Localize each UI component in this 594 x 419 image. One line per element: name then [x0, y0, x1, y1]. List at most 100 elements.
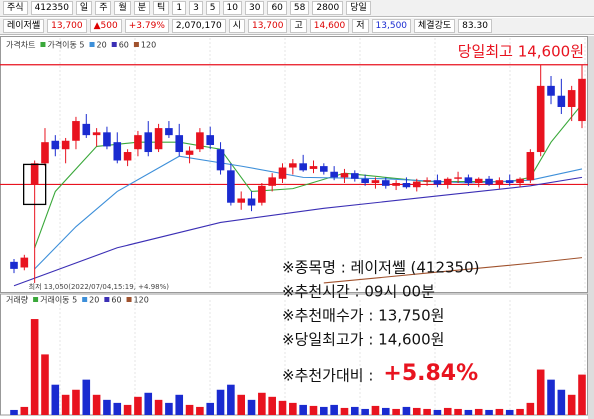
info-line: ※당일최고가 : 14,600원 — [282, 331, 444, 349]
candle-body — [299, 163, 307, 171]
volume-bar — [309, 405, 318, 415]
volume-bar — [578, 374, 586, 415]
volume-bar — [320, 406, 328, 415]
toolbar-field: 2,070,170 — [171, 19, 226, 33]
volume-bar — [82, 379, 91, 415]
volume-bar — [165, 402, 173, 415]
toolbar-field[interactable]: 월 — [114, 1, 131, 15]
toolbar-field[interactable]: 1 — [172, 1, 187, 15]
candle-body — [258, 185, 266, 203]
info-line: ※추천시간 : 09시 00분 — [282, 283, 435, 301]
volume-bar — [51, 384, 60, 415]
toolbar-field[interactable]: 주 — [95, 1, 112, 15]
candle-body — [237, 198, 245, 203]
toolbar-field[interactable]: 30 — [244, 1, 265, 15]
toolbar-field[interactable]: 60 — [267, 1, 287, 15]
candle-body — [495, 180, 504, 185]
volume-bar — [381, 407, 390, 415]
volume-bar — [567, 394, 576, 415]
volume-bar — [216, 389, 225, 415]
volume-bar — [402, 406, 411, 415]
toolbar-field[interactable]: 주식 — [3, 1, 28, 15]
volume-bar — [278, 400, 287, 415]
legend-swatch — [133, 42, 139, 47]
quote-row: 레이저쎌 13,700 ▲500 +3.79% 2,070,170 시 13,700 고 14,… — [0, 18, 594, 35]
volume-bar — [536, 369, 545, 415]
legend-label: 60 — [119, 41, 129, 50]
volume-bar — [454, 408, 462, 415]
volume-bar — [474, 408, 483, 415]
volume-bar — [41, 354, 49, 415]
candle-body — [516, 178, 524, 184]
info-line: ※추천매수가 : 13,750원 — [282, 307, 444, 325]
volume-bar — [113, 402, 122, 415]
toolbar-field[interactable]: 틱 — [153, 1, 170, 15]
scrollbar — [588, 36, 594, 419]
candle-body — [123, 152, 132, 161]
candle-body — [216, 149, 225, 171]
candle-body — [371, 180, 380, 184]
volume-bar — [495, 408, 504, 415]
legend-label: 20 — [89, 296, 99, 305]
candle-body — [536, 85, 545, 153]
candle-body — [485, 178, 493, 185]
candle-body — [134, 135, 142, 150]
toolbar-field[interactable]: 분 — [133, 1, 151, 15]
volume-bar — [351, 406, 359, 415]
toolbar-field: 13,500 — [371, 19, 412, 33]
volume-bar — [423, 408, 431, 415]
legend-label: 가격차트 — [6, 40, 35, 50]
volume-bar — [547, 379, 555, 415]
volume-bar — [485, 409, 493, 415]
volume-bar — [10, 409, 18, 415]
price-panel — [0, 36, 588, 293]
volume-bar — [433, 409, 442, 415]
volume-bar — [412, 407, 421, 415]
candle-body — [578, 78, 586, 122]
toolbar-field[interactable]: 당일 — [346, 1, 371, 15]
candle-body — [154, 128, 163, 150]
volume-bar — [144, 392, 153, 415]
toolbar-field[interactable]: 58 — [289, 1, 310, 15]
info-line: ※종목명 : 레이저쎌 (412350) — [282, 259, 480, 277]
low-annotation: 최저 13,050(2022/07/04,15:19, +4.98%) — [29, 282, 170, 291]
toolbar-field[interactable]: 2800 — [312, 1, 344, 15]
legend-label: 거래이동 5 — [40, 295, 77, 305]
candle-body — [268, 177, 276, 186]
volume-bar — [72, 389, 80, 415]
toolbar-field[interactable]: 일 — [75, 1, 93, 15]
candle-body — [454, 177, 462, 179]
toolbar-field: 83.30 — [458, 19, 492, 33]
volume-bar — [526, 402, 535, 415]
volume-bar — [361, 408, 369, 415]
volume-bar — [206, 402, 215, 415]
candle-body — [185, 150, 194, 155]
toolbar-field: 고 — [290, 19, 307, 33]
candle-body — [175, 135, 184, 153]
volume-bar — [371, 405, 380, 415]
legend-label: 20 — [97, 41, 107, 50]
toolbar-field: 체결강도 — [414, 19, 456, 33]
candle-body — [320, 166, 328, 172]
toolbar-field[interactable]: 3 — [189, 1, 203, 15]
toolbar-field[interactable]: 412350 — [30, 1, 73, 15]
volume-bar — [464, 409, 473, 415]
candle-body — [505, 180, 514, 184]
legend-swatch — [111, 42, 117, 47]
candle-body — [206, 135, 215, 145]
moving-average — [323, 257, 583, 284]
volume-bar — [443, 407, 452, 415]
candle-body — [227, 170, 235, 203]
volume-bar — [103, 399, 111, 415]
candle-body — [330, 171, 338, 178]
toolbar-field[interactable]: 5 — [205, 1, 220, 15]
volume-bar — [92, 394, 101, 415]
volume-bar — [20, 406, 29, 415]
toolbar-field[interactable]: 10 — [222, 1, 242, 15]
candle-body — [433, 180, 442, 185]
legend-swatch — [104, 297, 110, 302]
legend-label: 60 — [111, 296, 121, 305]
candle-body — [278, 167, 287, 179]
legend-swatch — [126, 297, 132, 302]
